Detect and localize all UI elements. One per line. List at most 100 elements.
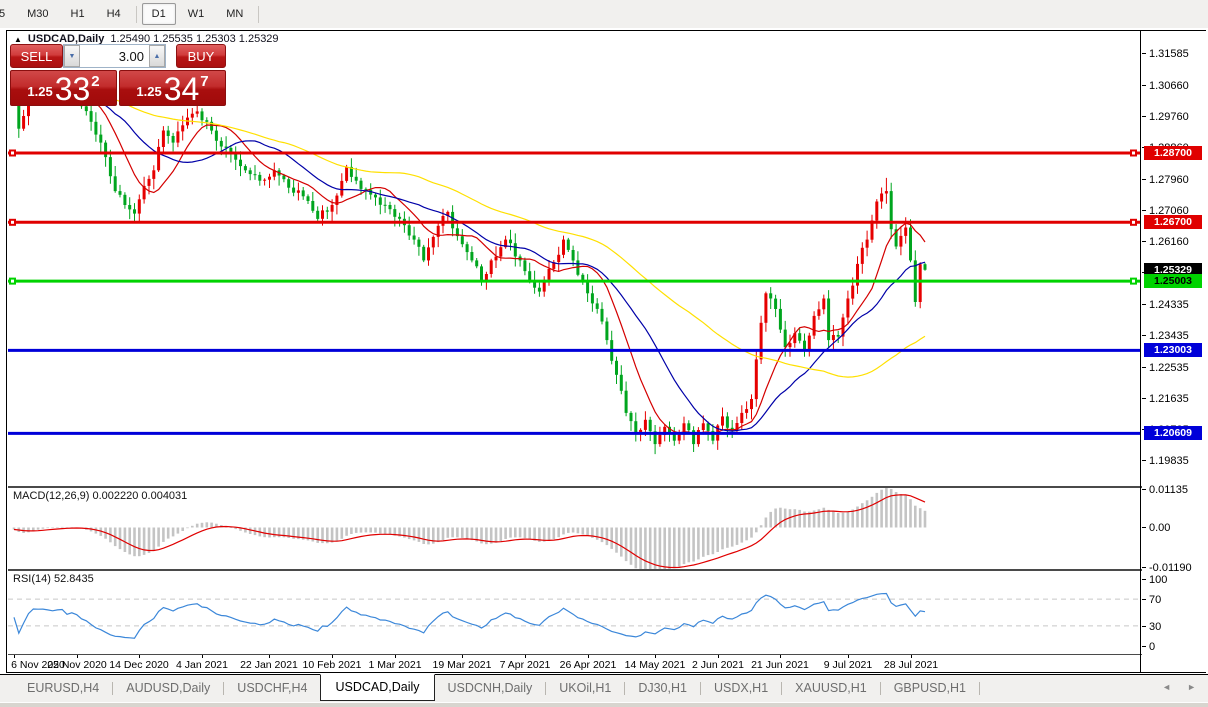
date-tick: 26 Apr 2021 [559, 659, 617, 671]
arrow-down-icon: ▼ [68, 52, 76, 60]
macd-scale-tick: -0.01190 [1142, 561, 1192, 574]
price-tick: 1.27060 [1142, 204, 1189, 217]
date-tick: 10 Feb 2021 [302, 659, 362, 671]
macd-label: MACD(12,26,9) 0.002220 0.004031 [13, 490, 188, 502]
date-tick: 7 Apr 2021 [499, 659, 551, 671]
price-tick: 1.21635 [1142, 392, 1189, 405]
date-tick: 2 Jun 2021 [692, 659, 744, 671]
price-tick: 1.22535 [1142, 361, 1189, 374]
tab-audusd-daily[interactable]: AUDUSD,Daily [126, 681, 211, 695]
timeframe-button-m30[interactable]: M30 [27, 8, 49, 20]
price-tick: 1.19835 [1142, 454, 1189, 467]
tab-xauusd-h1[interactable]: XAUUSD,H1 [795, 681, 867, 695]
price-tag: 1.28700 [1144, 146, 1202, 160]
date-tick: 1 Mar 2021 [368, 659, 422, 671]
volume-increase-button[interactable]: ▲ [149, 45, 165, 67]
tab-usdchf-h4[interactable]: USDCHF,H4 [237, 681, 308, 695]
sell-price-display[interactable]: 1.25 33 2 [10, 70, 117, 106]
date-tick: 19 Mar 2021 [432, 659, 492, 671]
collapse-arrow-icon[interactable]: ▲ [14, 34, 22, 44]
date-tick: 6 Nov 2020 [11, 659, 65, 671]
rsi-scale-tick: 0 [1142, 640, 1155, 653]
price-tag: 1.20609 [1144, 426, 1202, 440]
price-tick: 1.23435 [1142, 329, 1189, 342]
timeframe-button-h4[interactable]: H4 [106, 8, 121, 20]
price-scale[interactable]: 1.315851.306601.297601.288601.279601.270… [1142, 31, 1206, 672]
timeframe-button-5[interactable]: 5 [0, 8, 6, 20]
tab-divider [112, 681, 114, 695]
tab-gbpusd-h1[interactable]: GBPUSD,H1 [893, 681, 966, 695]
arrow-up-icon: ▲ [153, 52, 161, 60]
axis-separator [8, 654, 1206, 655]
sell-price-sup: 2 [91, 73, 100, 90]
sell-button[interactable]: SELL [10, 44, 63, 68]
price-tick: 1.27960 [1142, 173, 1189, 186]
date-tick: 22 Jan 2021 [240, 659, 298, 671]
tab-divider [978, 681, 980, 695]
price-tag: 1.26700 [1144, 215, 1202, 229]
price-tag: 1.25329 [1144, 263, 1202, 277]
chart-title: ▲ USDCAD,Daily 1.25490 1.25535 1.25303 1… [14, 33, 279, 45]
buy-price-sup: 7 [200, 73, 209, 90]
tab-usdcad-daily[interactable]: USDCAD,Daily [320, 674, 435, 701]
sell-price-prefix: 1.25 [27, 84, 53, 99]
timeframe-toolbar: 5 M30 H1 H4 D1 W1 MN [0, 0, 1208, 28]
ohlc-values: 1.25490 1.25535 1.25303 1.25329 [110, 33, 279, 45]
tab-divider [699, 681, 701, 695]
date-tick: 28 Jul 2021 [883, 659, 939, 671]
symbol-period-label: USDCAD,Daily [27, 33, 105, 45]
price-tick: 1.30660 [1142, 79, 1189, 92]
tabs-scroll-right-button[interactable]: ► [1187, 682, 1196, 692]
timeframe-button-d1[interactable]: D1 [141, 3, 176, 25]
date-tick: 21 Jun 2021 [751, 659, 809, 671]
price-tick: 1.29760 [1142, 110, 1189, 123]
buy-button[interactable]: BUY [176, 44, 226, 68]
tab-divider [879, 681, 881, 695]
date-tick: 14 Dec 2020 [109, 659, 169, 671]
tab-dj30-h1[interactable]: DJ30,H1 [638, 681, 687, 695]
volume-spinner: ▼ ▲ [63, 44, 166, 68]
price-chart-canvas[interactable] [8, 31, 1140, 486]
price-tag: 1.23003 [1144, 343, 1202, 357]
rsi-separator[interactable] [8, 569, 1206, 571]
macd-scale-tick: 0.01135 [1142, 483, 1188, 496]
tab-divider [781, 681, 783, 695]
buy-price-display[interactable]: 1.25 34 7 [119, 70, 226, 106]
date-tick: 14 May 2021 [624, 659, 686, 671]
tab-divider [223, 681, 225, 695]
tab-divider [624, 681, 626, 695]
rsi-scale-tick: 30 [1142, 620, 1161, 633]
buy-price-big: 34 [163, 71, 200, 107]
price-tick: 1.24335 [1142, 298, 1189, 311]
macd-separator[interactable] [8, 486, 1206, 488]
volume-decrease-button[interactable]: ▼ [64, 45, 80, 67]
timeframe-button-mn[interactable]: MN [226, 8, 244, 20]
tab-ukoil-h1[interactable]: UKOil,H1 [559, 681, 612, 695]
one-click-trading-panel: SELL ▼ ▲ BUY 1.25 33 2 1.25 34 7 [10, 44, 226, 106]
tab-usdcnh-daily[interactable]: USDCNH,Daily [447, 681, 533, 695]
volume-input[interactable] [80, 45, 149, 67]
rsi-scale-tick: 100 [1142, 573, 1167, 586]
sell-price-big: 33 [54, 71, 91, 107]
rsi-scale-tick: 70 [1142, 593, 1161, 606]
tabs-scroll-left-button[interactable]: ◄ [1162, 682, 1172, 692]
rsi-label: RSI(14) 52.8435 [13, 573, 94, 585]
date-tick: 25 Nov 2020 [47, 659, 107, 671]
tab-usdx-h1[interactable]: USDX,H1 [713, 681, 769, 695]
price-tick: 1.31585 [1142, 47, 1189, 60]
date-tick: 9 Jul 2021 [823, 659, 873, 671]
scale-divider [1140, 30, 1141, 673]
rsi-panel[interactable] [8, 571, 1140, 654]
price-tick: 1.26160 [1142, 235, 1189, 248]
price-tag: 1.25003 [1144, 274, 1202, 288]
toolbar-separator [135, 5, 137, 23]
tab-divider [545, 681, 547, 695]
macd-scale-tick: 0.00 [1142, 521, 1170, 534]
date-tick: 4 Jan 2021 [176, 659, 228, 671]
timeframe-button-w1[interactable]: W1 [187, 8, 205, 20]
timeframe-button-h1[interactable]: H1 [70, 8, 85, 20]
macd-panel[interactable] [8, 488, 1140, 569]
tab-eurusd-h4[interactable]: EURUSD,H4 [27, 681, 100, 695]
date-axis[interactable]: 6 Nov 2020 25 Nov 2020 14 Dec 2020 4 Jan 20… [8, 655, 1140, 672]
